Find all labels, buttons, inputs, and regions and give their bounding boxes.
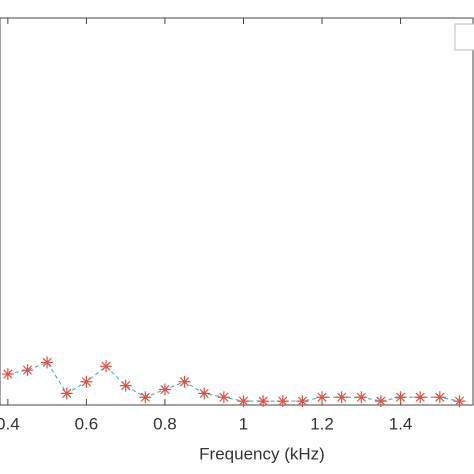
data-point [217, 391, 230, 404]
data-point [453, 395, 466, 408]
data-point [237, 395, 250, 408]
data-point [60, 387, 73, 400]
data-point [316, 391, 329, 404]
data-point [100, 360, 113, 373]
data-point [257, 395, 270, 408]
plot-frame [0, 17, 474, 406]
x-tick-label: 0.4 [0, 414, 20, 433]
data-point [198, 387, 211, 400]
data-point [41, 356, 54, 369]
data-point [119, 379, 132, 392]
series-line [7, 361, 460, 402]
data-point [394, 391, 407, 404]
data-point [139, 391, 152, 404]
x-tick-label: 1.2 [310, 414, 334, 433]
x-axis-label: Frequency (kHz) [199, 444, 325, 463]
data-point [355, 391, 368, 404]
data-point [276, 395, 289, 408]
legend-box [454, 23, 474, 51]
data-point [296, 395, 309, 408]
x-tick-label: 1 [239, 414, 248, 433]
data-point [433, 391, 446, 404]
x-tick-label: 0.6 [75, 414, 99, 433]
x-tick-label: 0.8 [153, 414, 177, 433]
data-point [335, 391, 348, 404]
data-point [1, 368, 14, 381]
data-point [178, 375, 191, 388]
data-point [374, 395, 387, 408]
x-tick-label: 1.4 [389, 414, 413, 433]
data-point [158, 383, 171, 396]
data-point [414, 391, 427, 404]
data-point [80, 375, 93, 388]
data-point [21, 364, 34, 377]
